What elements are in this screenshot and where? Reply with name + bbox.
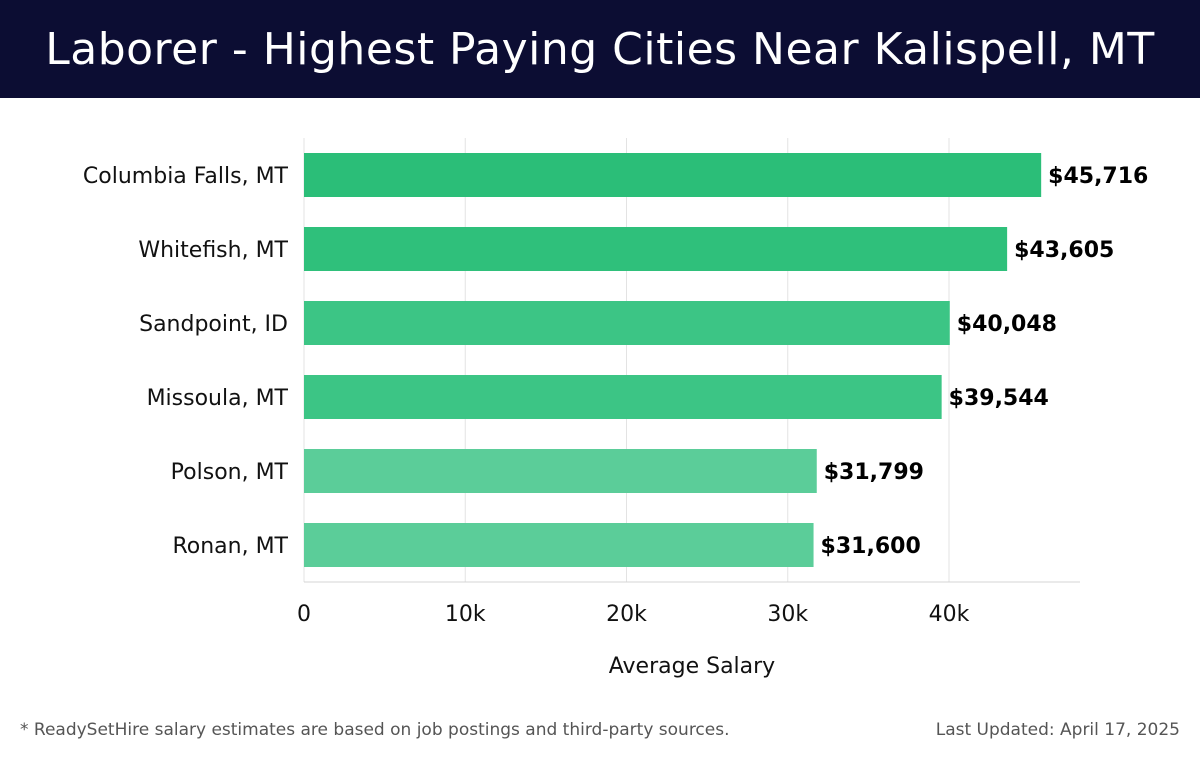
data-label: $43,605 [1014, 238, 1114, 263]
data-label: $45,716 [1048, 164, 1148, 189]
bar [304, 375, 942, 419]
chart-header: Laborer - Highest Paying Cities Near Kal… [0, 0, 1200, 98]
x-tick-label: 10k [445, 602, 486, 627]
x-axis-title: Average Salary [609, 654, 775, 679]
x-tick-label: 30k [767, 602, 808, 627]
chart-title: Laborer - Highest Paying Cities Near Kal… [45, 23, 1155, 75]
category-label: Whitefish, MT [138, 238, 288, 263]
data-label: $31,600 [821, 534, 921, 559]
x-tick-label: 20k [606, 602, 647, 627]
x-tick-label: 40k [929, 602, 970, 627]
data-label: $39,544 [949, 386, 1049, 411]
last-updated: Last Updated: April 17, 2025 [935, 720, 1180, 740]
bar [304, 523, 814, 567]
bar [304, 227, 1008, 271]
chart-footer: * ReadySetHire salary estimates are base… [0, 700, 1200, 758]
data-label: $40,048 [957, 312, 1057, 337]
bar [304, 301, 950, 345]
bar [304, 153, 1042, 197]
footnote: * ReadySetHire salary estimates are base… [20, 720, 730, 740]
category-label: Columbia Falls, MT [83, 164, 289, 189]
category-label: Polson, MT [171, 460, 289, 485]
category-label: Sandpoint, ID [139, 312, 288, 337]
category-label: Missoula, MT [147, 386, 289, 411]
category-label: Ronan, MT [172, 534, 288, 559]
data-label: $31,799 [824, 460, 924, 485]
x-tick-label: 0 [297, 602, 311, 627]
bar-chart: Columbia Falls, MT $45,716 Whitefish, MT $4… [83, 138, 1148, 679]
bar [304, 449, 817, 493]
